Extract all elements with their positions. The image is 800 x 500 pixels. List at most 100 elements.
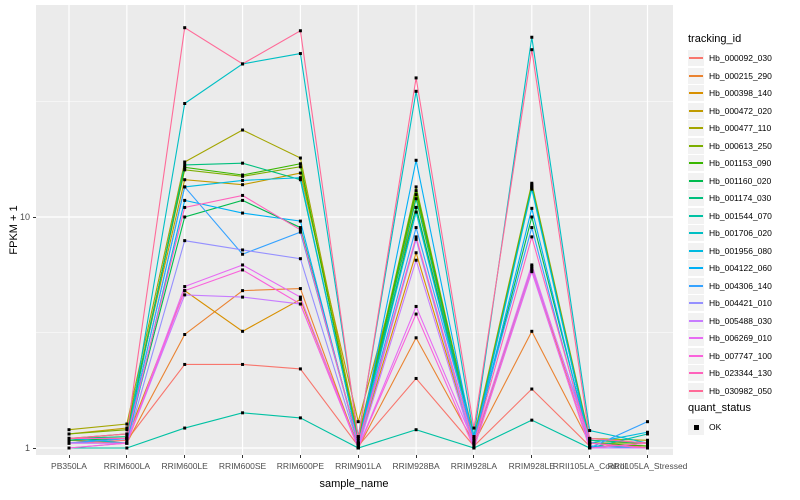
legend-label: Hb_000092_030 bbox=[709, 53, 772, 63]
x-tick-mark bbox=[68, 455, 70, 458]
data-point bbox=[646, 444, 649, 448]
data-point bbox=[125, 426, 129, 430]
data-point bbox=[588, 436, 592, 440]
data-point bbox=[241, 289, 245, 293]
x-tick-mark bbox=[647, 455, 648, 458]
series-color-line bbox=[689, 337, 703, 339]
data-point bbox=[588, 441, 592, 445]
data-point bbox=[298, 230, 302, 234]
legend-key-swatch bbox=[688, 225, 704, 241]
data-point bbox=[414, 336, 418, 340]
data-point bbox=[588, 429, 592, 433]
data-point bbox=[646, 446, 649, 450]
data-point bbox=[414, 205, 418, 209]
data-point bbox=[241, 161, 245, 165]
y-tick-mark bbox=[33, 216, 36, 218]
legend-label: Hb_000215_290 bbox=[709, 70, 772, 81]
legend-label: Hb_007747_100 bbox=[709, 350, 772, 361]
legend-key-swatch bbox=[688, 190, 704, 206]
x-tick-mark bbox=[357, 455, 359, 458]
series-color-line bbox=[689, 57, 703, 59]
data-point bbox=[414, 76, 418, 80]
series-color-line bbox=[689, 319, 703, 322]
y-tick-mark bbox=[33, 447, 36, 449]
series-color-line bbox=[689, 389, 703, 392]
data-point bbox=[298, 29, 302, 33]
data-point bbox=[414, 312, 418, 316]
data-point bbox=[241, 252, 245, 256]
legend-key-swatch bbox=[688, 260, 704, 276]
x-tick-label-RRIM928LE: RRIM928LE bbox=[508, 461, 555, 471]
series-color-line bbox=[689, 127, 703, 129]
x-tick-label-RRIM901LA: RRIM901LA bbox=[335, 461, 382, 471]
data-point bbox=[183, 178, 187, 182]
data-point bbox=[356, 420, 360, 424]
data-point bbox=[530, 186, 534, 190]
legend-key-swatch bbox=[688, 347, 704, 364]
data-point bbox=[183, 426, 187, 430]
data-point bbox=[183, 205, 187, 209]
series-color-line bbox=[689, 162, 703, 164]
data-point bbox=[298, 171, 302, 175]
series-color-line bbox=[689, 302, 703, 304]
data-point bbox=[414, 376, 418, 380]
data-point bbox=[356, 435, 360, 439]
data-point bbox=[414, 226, 418, 230]
series-color-line bbox=[689, 214, 703, 217]
data-point bbox=[414, 258, 418, 262]
data-point bbox=[646, 420, 649, 424]
data-point bbox=[646, 432, 649, 436]
x-tick-label-RRII105LA_Stressed: RRII105LA_Stressed bbox=[607, 461, 688, 471]
x-axis-title: sample_name bbox=[319, 478, 389, 490]
x-tick-mark bbox=[299, 455, 301, 458]
ok-square-marker bbox=[693, 424, 699, 430]
series-color-line bbox=[689, 284, 703, 287]
legend-key-swatch bbox=[688, 85, 704, 101]
x-tick-label-RRIM928LA: RRIM928LA bbox=[450, 461, 498, 471]
data-point bbox=[530, 418, 534, 422]
data-point bbox=[472, 446, 476, 450]
data-point bbox=[125, 438, 129, 442]
data-point bbox=[298, 367, 302, 371]
legend-label: Hb_001174_030 bbox=[709, 193, 772, 203]
data-point bbox=[241, 193, 245, 197]
legend-label: Hb_000398_140 bbox=[709, 88, 772, 98]
data-point bbox=[183, 168, 187, 172]
data-point bbox=[298, 302, 302, 306]
data-point bbox=[414, 185, 418, 189]
data-point bbox=[241, 362, 245, 366]
x-tick-mark bbox=[242, 455, 244, 458]
data-point bbox=[241, 183, 245, 187]
data-point bbox=[530, 235, 534, 239]
data-point bbox=[183, 165, 187, 169]
series-color-line bbox=[689, 354, 703, 357]
legend-label: Hb_000477_110 bbox=[709, 123, 772, 133]
data-point bbox=[241, 295, 245, 299]
legend-label: Hb_001153_090 bbox=[709, 158, 772, 168]
data-point bbox=[183, 185, 187, 189]
plot-panel bbox=[36, 5, 673, 455]
data-point bbox=[125, 428, 129, 432]
data-point bbox=[414, 89, 418, 93]
x-tick-mark bbox=[184, 455, 186, 458]
data-point bbox=[472, 436, 476, 440]
x-tick-label-RRIM928BA: RRIM928BA bbox=[392, 461, 440, 471]
series-color-line bbox=[689, 144, 703, 147]
data-point bbox=[414, 304, 418, 308]
legend-key-swatch bbox=[688, 137, 704, 154]
legend-label: Hb_001544_070 bbox=[709, 210, 772, 221]
data-point bbox=[298, 416, 302, 420]
data-point bbox=[125, 441, 129, 445]
data-point bbox=[67, 438, 71, 442]
data-point bbox=[67, 432, 71, 436]
data-point bbox=[530, 266, 534, 270]
data-point bbox=[588, 446, 592, 450]
data-point bbox=[414, 158, 418, 162]
legend-key-swatch bbox=[688, 50, 704, 66]
data-point bbox=[356, 441, 360, 445]
data-point bbox=[414, 210, 418, 214]
data-point bbox=[241, 211, 245, 215]
data-point bbox=[646, 441, 649, 445]
series-color-line bbox=[689, 109, 703, 112]
legend-key-swatch bbox=[688, 277, 704, 294]
